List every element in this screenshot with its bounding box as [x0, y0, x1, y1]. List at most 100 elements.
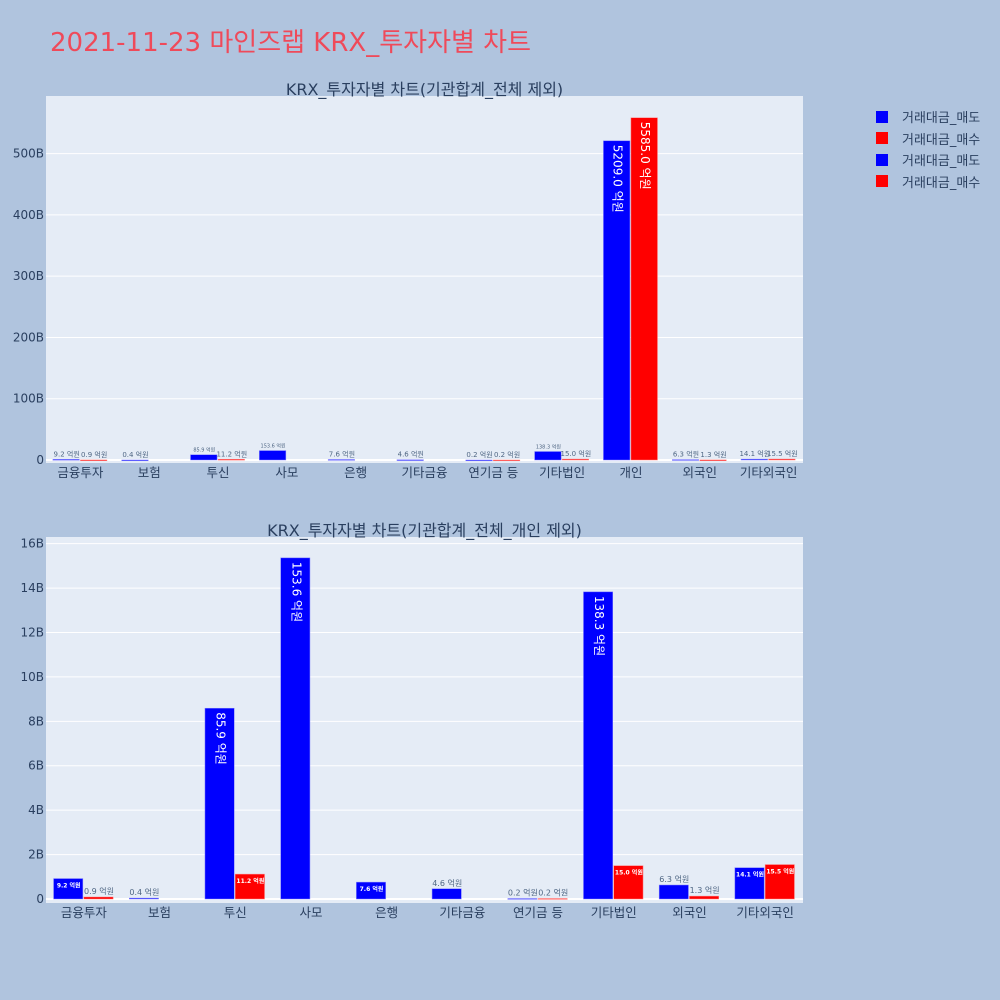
- y-tick-label: 400B: [13, 208, 44, 222]
- bar-data-label: 0.2 억원: [466, 450, 492, 459]
- x-tick-label: 은행: [375, 905, 398, 920]
- x-tick-label: 기타법인: [591, 905, 637, 920]
- bar-buy: [613, 865, 644, 900]
- bar-data-label: 1.3 억원: [700, 450, 726, 459]
- legend: 거래대금_매도 거래대금_매수 거래대금_매도 거래대금_매수: [876, 106, 980, 192]
- x-tick-label: 외국인: [672, 905, 707, 920]
- bar-data-label: 0.2 억원: [508, 888, 538, 898]
- plot-area: [46, 96, 803, 463]
- bar-buy: [80, 459, 108, 461]
- y-tick-label: 100B: [13, 392, 44, 406]
- x-tick-label: 사모: [299, 905, 322, 920]
- bar-sell: [603, 140, 631, 461]
- bar-sell: [465, 459, 493, 462]
- x-tick-label: 보험: [148, 905, 171, 920]
- x-tick-label: 보험: [138, 465, 161, 480]
- legend-swatch: [876, 132, 888, 145]
- bar-sell: [740, 458, 768, 461]
- bar-data-label: 153.6 억원: [261, 443, 287, 450]
- legend-item-buy[interactable]: 거래대금_매수: [876, 128, 980, 150]
- bar-sell: [259, 450, 287, 461]
- bar-data-label: 138.3 억원: [536, 444, 562, 451]
- y-tick-label: 16B: [20, 537, 44, 551]
- bar-sell: [734, 867, 765, 900]
- legend-item-sell[interactable]: 거래대금_매도: [876, 106, 980, 128]
- plot-area: [46, 537, 803, 903]
- legend-label: 거래대금_매도: [902, 111, 981, 127]
- x-tick-label: 외국인: [683, 465, 718, 480]
- x-tick-label: 연기금 등: [468, 465, 518, 480]
- bar-data-label: 6.3 억원: [673, 450, 699, 459]
- x-tick-label: 기타법인: [539, 465, 585, 480]
- bar-data-label: 0.4 억원: [122, 450, 148, 459]
- y-tick-label: 2B: [28, 848, 44, 862]
- bar-sell: [658, 884, 689, 900]
- y-tick-label: 300B: [13, 269, 44, 283]
- bar-data-label: 11.2 억원: [236, 877, 264, 885]
- bar-buy: [537, 898, 568, 900]
- x-tick-label: 기타외국인: [736, 905, 794, 920]
- bar-sell: [507, 898, 538, 900]
- bar-data-label: 15.0 억원: [615, 869, 643, 877]
- bar-data-label: 138.3 억원: [592, 596, 606, 656]
- y-tick-label: 6B: [28, 759, 44, 773]
- bar-data-label: 14.1 억원: [736, 871, 764, 879]
- y-tick-label: 500B: [13, 147, 44, 161]
- bar-data-label: 4.6 억원: [398, 450, 424, 459]
- bar-data-label: 0.9 억원: [84, 886, 114, 896]
- bar-data-label: 5209.0 억원: [611, 145, 625, 213]
- legend-swatch: [876, 175, 888, 188]
- y-tick-label: 4B: [28, 803, 44, 817]
- x-tick-label: 사모: [275, 465, 298, 480]
- bar-data-label: 85.9 억원: [214, 712, 228, 765]
- x-tick-label: 금융투자: [57, 465, 104, 480]
- bar-sell: [396, 459, 424, 461]
- bar-sell: [431, 888, 462, 900]
- bar-sell: [52, 459, 80, 461]
- bar-data-label: 9.2 억원: [54, 449, 80, 458]
- legend-label: 거래대금_매도: [902, 154, 981, 170]
- x-tick-label: 투신: [224, 905, 247, 920]
- bar-buy: [217, 459, 245, 461]
- chart-title: KRX_투자자별 차트(기관합계_전체 제외): [286, 80, 563, 100]
- y-tick-label: 0: [36, 453, 44, 467]
- bar-buy: [699, 459, 727, 461]
- bar-data-label: 153.6 억원: [289, 562, 303, 622]
- bar-sell: [121, 459, 149, 462]
- bar-data-label: 0.9 억원: [81, 450, 107, 459]
- bar-data-label: 15.0 억원: [561, 449, 592, 458]
- x-tick-label: 기타금융: [439, 905, 485, 920]
- y-tick-label: 0: [36, 892, 44, 906]
- legend-swatch: [876, 153, 888, 166]
- bar-data-label: 7.6 억원: [329, 450, 355, 459]
- x-tick-label: 투신: [207, 465, 230, 480]
- legend-item-sell[interactable]: 거래대금_매도: [876, 149, 980, 171]
- bar-buy: [83, 896, 114, 900]
- bar-buy: [630, 117, 658, 461]
- bar-sell: [190, 454, 218, 461]
- bar-sell: [327, 459, 355, 461]
- legend-swatch: [876, 110, 888, 123]
- bar-data-label: 6.3 억원: [659, 874, 689, 884]
- bar-data-label: 0.2 억원: [538, 888, 568, 898]
- main-title: 2021-11-23 마인즈랩 KRX_투자자별 차트: [50, 28, 532, 58]
- x-tick-label: 기타금융: [401, 465, 447, 480]
- bar-sell: [129, 897, 159, 900]
- bar-data-label: 0.4 억원: [129, 887, 159, 897]
- bar-buy: [689, 895, 719, 900]
- bar-data-label: 11.2 억원: [216, 449, 247, 458]
- bar-sell: [583, 591, 613, 900]
- bar-sell: [356, 881, 386, 900]
- bar-buy: [768, 458, 796, 461]
- bar-data-label: 14.1 억원: [739, 449, 770, 458]
- bar-sell: [534, 451, 562, 461]
- legend-label: 거래대금_매수: [902, 175, 981, 191]
- legend-item-buy[interactable]: 거래대금_매수: [876, 171, 980, 193]
- bar-sell: [53, 878, 84, 900]
- x-tick-label: 은행: [344, 465, 367, 480]
- bar-data-label: 4.6 억원: [432, 878, 462, 888]
- y-tick-label: 200B: [13, 330, 44, 344]
- bar-data-label: 9.2 억원: [57, 882, 81, 890]
